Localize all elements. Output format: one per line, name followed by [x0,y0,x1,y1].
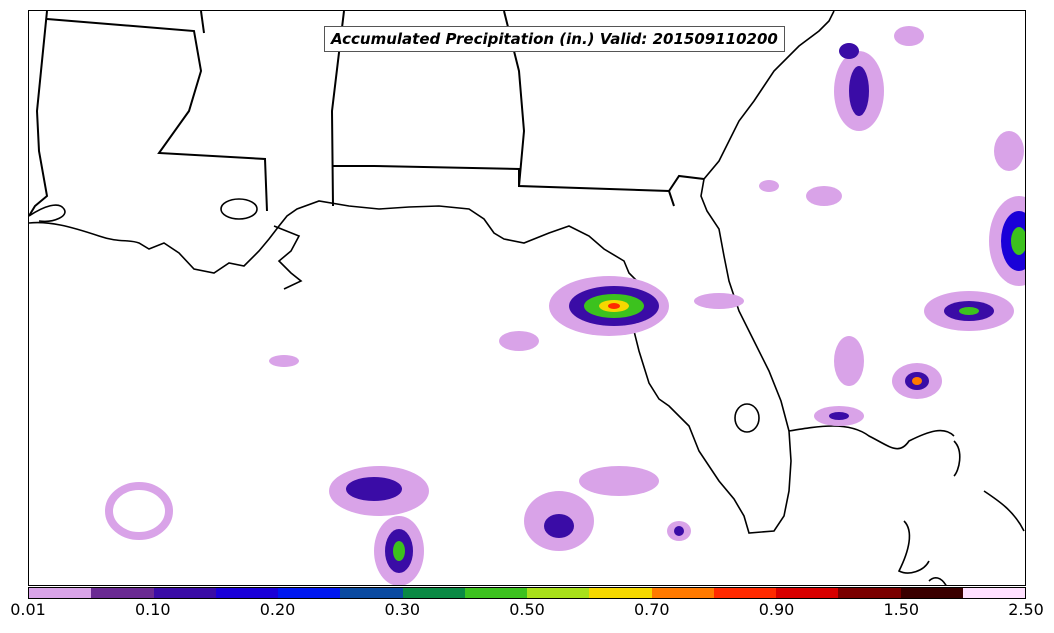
colorbar-segment [838,588,901,598]
colorbar-tick-labels: 0.01 0.10 0.20 0.30 0.50 0.70 0.90 1.50 2.50 [0,600,1054,630]
colorbar-segment [527,588,590,598]
coastlines [29,11,1025,585]
bahamas-island-2 [953,440,961,477]
colorbar-tick-label: 0.20 [259,600,296,619]
colorbar-tick-label: 0.01 [10,600,46,619]
precipitation-field [105,26,1025,585]
colorbar-segment [589,588,652,598]
colorbar-segment [29,588,92,598]
mississippi-north-boundary [200,11,205,34]
colorbar-tick-label: 0.10 [134,600,171,619]
cuba-coast [928,577,947,585]
colorbar-segment [340,588,403,598]
gulf-atlantic-coastline [29,11,835,534]
colorbar-segment [278,588,341,598]
colorbar-tick-label: 0.50 [509,600,545,619]
colorbar-segment [900,588,963,598]
bahamas-island-3 [983,490,1025,532]
map-panel: Accumulated Precipitation (in.) Valid: 2… [28,10,1026,586]
louisiana-east-boundary [29,11,49,217]
colorbar-segment [215,588,278,598]
colorbar-segment [713,588,776,598]
georgia-florida-boundary [668,174,705,192]
mississippi-boundary [46,18,268,212]
florida-keys-bahamas [788,425,955,450]
colorbar-tick-label: 0.70 [633,600,670,619]
bahamas-island [897,520,930,574]
colorbar-segment [153,588,216,598]
colorbar-tick-label: 2.50 [1008,600,1044,619]
map-title: Accumulated Precipitation (in.) Valid: 2… [324,26,785,52]
colorbar-segment [776,588,839,598]
colorbar-tick-label: 0.30 [384,600,421,619]
colorbar-segment [91,588,154,598]
mississippi-delta-coast [273,225,303,290]
colorbar-tick-label: 0.90 [758,600,795,619]
colorbar-segment [402,588,465,598]
precipitation-colorbar [28,587,1026,599]
colorbar-segment [464,588,527,598]
louisiana-coast [29,204,66,223]
lake-okeechobee [734,403,760,433]
colorbar-tick-label: 1.50 [883,600,920,619]
alabama-florida-boundary [332,165,675,207]
colorbar-segment [651,588,714,598]
colorbar-segment [962,588,1025,598]
lake-pontchartrain [220,198,258,220]
map-canvas [29,11,1025,585]
